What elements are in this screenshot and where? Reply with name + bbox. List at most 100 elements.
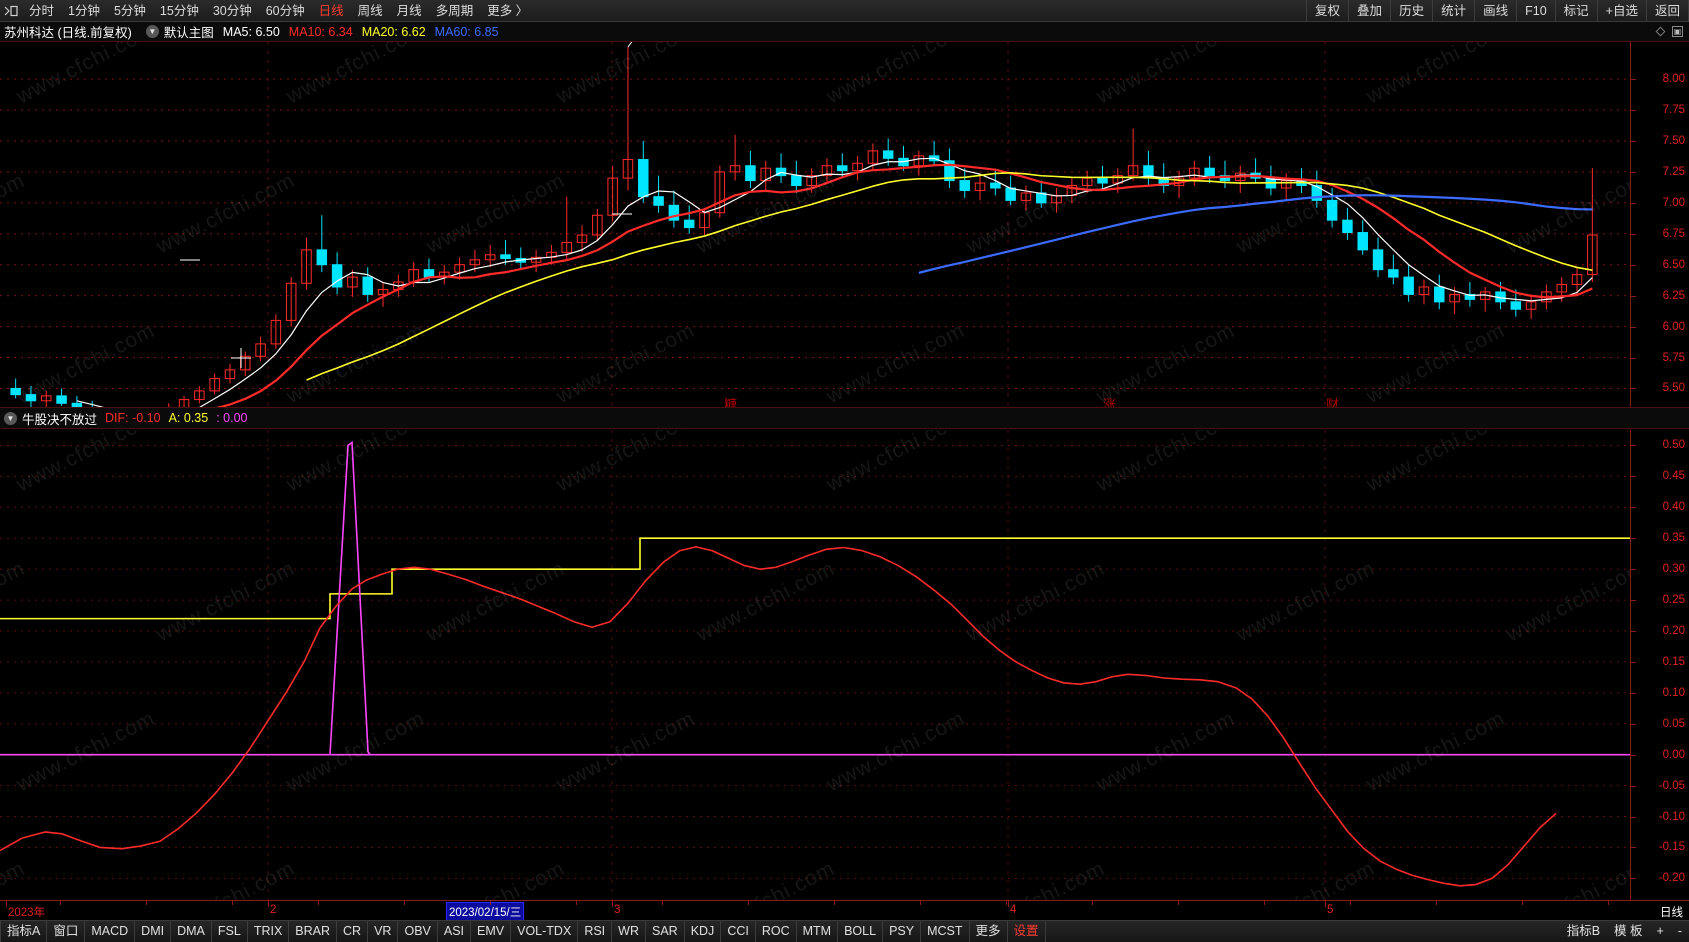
indicator-button-boll[interactable]: BOLL — [838, 921, 884, 942]
period-menu-3[interactable]: 15分钟 — [159, 3, 199, 18]
bottom-right-1[interactable]: 模 板 — [1614, 924, 1643, 938]
indicator-plot-area[interactable]: www.cfchi.com www.cfchi.com www.cfchi.com w… — [0, 430, 1630, 900]
stock-info-bar: 苏州科达 (日线.前复权) ▼ 默认主图 MA5: 6.50 MA10: 6.3… — [0, 22, 1689, 42]
maximize-icon[interactable]: ▣ — [1672, 26, 1683, 37]
indicator-dif-value: DIF: -0.10 — [105, 411, 161, 425]
axis-tick: 0.05 — [1662, 717, 1685, 730]
top-action-8[interactable]: 返回 — [1645, 0, 1689, 22]
indicator-button-trix[interactable]: TRIX — [248, 921, 290, 942]
indicator-button-asi[interactable]: ASI — [438, 921, 472, 942]
period-menu-2[interactable]: 5分钟 — [113, 3, 146, 18]
axis-tick: 7.75 — [1662, 104, 1685, 117]
axis-tick: 8.00 — [1662, 73, 1685, 86]
top-action-1[interactable]: 叠加 — [1348, 0, 1390, 22]
period-menu-0[interactable]: 分时 — [29, 3, 55, 18]
period-menu-9[interactable]: 多周期 — [435, 3, 474, 18]
stock-name-label[interactable]: 苏州科达 (日线.前复权) — [4, 26, 132, 40]
date-tick — [612, 901, 613, 907]
bottom-right-3[interactable]: - — [1677, 924, 1682, 938]
indicator-button-roc[interactable]: ROC — [756, 921, 797, 942]
period-menu-5[interactable]: 60分钟 — [265, 3, 305, 18]
indicator-button-kdj[interactable]: KDJ — [685, 921, 722, 942]
indicator-button-sar[interactable]: SAR — [646, 921, 685, 942]
price-plot-area[interactable]: 8.26 5.15 糖涨财 www.cfchi.comwww.cfchi.com… — [0, 42, 1630, 407]
indicator-third-value: : 0.00 — [216, 411, 248, 425]
top-action-7[interactable]: +自选 — [1596, 0, 1646, 22]
infobar-right-icons: ▣ — [1655, 26, 1689, 37]
indicator-a-value: A: 0.35 — [168, 411, 209, 425]
top-action-0[interactable]: 复权 — [1306, 0, 1348, 22]
indicator-button-macd[interactable]: MACD — [85, 921, 136, 942]
date-label-1: 2 — [270, 904, 277, 916]
high-price-annotation: 8.26 — [650, 42, 674, 43]
period-menu-1[interactable]: 1分钟 — [68, 3, 100, 18]
indicator-button-cci[interactable]: CCI — [721, 921, 756, 942]
window-restore-icon[interactable] — [0, 0, 22, 22]
chart-marker-1: 涨 — [1103, 397, 1117, 407]
date-minor-tick — [1608, 901, 1609, 905]
axis-tick: 0.50 — [1662, 439, 1685, 452]
chart-marker-2: 财 — [1326, 397, 1340, 407]
axis-tick-mark — [1631, 878, 1636, 880]
indicator-button-dma[interactable]: DMA — [171, 921, 212, 942]
date-tick — [1325, 901, 1326, 907]
bottom-left-1[interactable]: 窗口 — [47, 921, 86, 942]
bottom-left-0[interactable]: 指标A — [0, 921, 48, 942]
top-action-4[interactable]: 画线 — [1474, 0, 1516, 22]
axis-tick-mark — [1631, 723, 1636, 725]
date-minor-tick — [404, 901, 405, 905]
indicator-button-mtm[interactable]: MTM — [797, 921, 839, 942]
top-action-2[interactable]: 历史 — [1390, 0, 1432, 22]
date-minor-tick — [834, 901, 835, 905]
settings-button[interactable]: 设置 — [1008, 921, 1046, 942]
indicator-button-cr[interactable]: CR — [337, 921, 369, 942]
price-axis: 8.00 7.75 7.50 7.25 7.00 6.75 6.50 6.25 6.00 5.75… — [1630, 42, 1689, 407]
indicator-name-label[interactable]: 牛股决不放过 — [22, 412, 98, 427]
indicator-button-psy[interactable]: PSY — [883, 921, 922, 942]
period-menu-4[interactable]: 30分钟 — [212, 3, 252, 18]
indicator-button-rsi[interactable]: RSI — [578, 921, 613, 942]
indicator-button-vr[interactable]: VR — [368, 921, 399, 942]
axis-tick: 0.25 — [1662, 594, 1685, 607]
diamond-icon[interactable] — [1655, 26, 1666, 37]
indicator-button-vol-tdx[interactable]: VOL-TDX — [511, 921, 579, 942]
date-axis[interactable]: 日线 2023年 2 3 4 5 2023/02/15/三 — [0, 900, 1689, 922]
top-action-5[interactable]: F10 — [1516, 0, 1555, 22]
axis-tick: 7.25 — [1662, 165, 1685, 178]
axis-tick-mark — [1631, 600, 1636, 602]
price-chart-pane[interactable]: 8.26 5.15 糖涨财 www.cfchi.comwww.cfchi.com… — [0, 42, 1689, 407]
date-tick — [6, 901, 7, 907]
chart-template-label[interactable]: 默认主图 — [163, 26, 214, 40]
period-menu-7[interactable]: 周线 — [357, 3, 383, 18]
selected-date-label[interactable]: 2023/02/15/三 — [446, 902, 525, 922]
chevron-down-icon[interactable]: ▼ — [4, 411, 17, 425]
axis-tick-mark — [1631, 754, 1636, 756]
top-action-3[interactable]: 统计 — [1432, 0, 1474, 22]
date-minor-tick — [1522, 901, 1523, 905]
top-action-6[interactable]: 标记 — [1554, 0, 1597, 22]
indicator-button-mcst[interactable]: MCST — [921, 921, 970, 942]
date-minor-tick — [1092, 901, 1093, 905]
indicator-button-obv[interactable]: OBV — [398, 921, 438, 942]
axis-tick-mark — [1631, 79, 1636, 81]
period-menu-10[interactable]: 更多 〉 — [487, 3, 529, 18]
date-minor-tick — [318, 901, 319, 905]
indicator-button-fsl[interactable]: FSL — [212, 921, 248, 942]
axis-tick-mark — [1631, 816, 1636, 818]
bottom-right-0[interactable]: 指标B — [1566, 924, 1601, 938]
bottom-right-2[interactable]: + — [1656, 924, 1664, 938]
indicator-button-emv[interactable]: EMV — [471, 921, 512, 942]
indicator-button---[interactable]: 更多 — [970, 921, 1008, 942]
top-toolbar: 分时 1分钟 5分钟 15分钟 30分钟 60分钟 日线 周线 月线 多周期 更多 〉 复权 叠加 历史… — [0, 0, 1689, 22]
indicator-button-dmi[interactable]: DMI — [135, 921, 172, 942]
bottom-right-group: 指标B 模 板 + - — [1560, 921, 1689, 942]
period-menu-8[interactable]: 月线 — [396, 3, 422, 18]
indicator-button-wr[interactable]: WR — [612, 921, 646, 942]
indicator-button-brar[interactable]: BRAR — [289, 921, 338, 942]
date-label-2: 3 — [614, 904, 621, 916]
axis-tick-mark — [1631, 630, 1636, 632]
date-minor-tick — [1006, 901, 1007, 905]
chevron-down-icon[interactable]: ▼ — [145, 25, 159, 38]
indicator-chart-pane[interactable]: www.cfchi.com www.cfchi.com www.cfchi.com w… — [0, 430, 1689, 900]
period-menu-6[interactable]: 日线 — [318, 3, 344, 18]
